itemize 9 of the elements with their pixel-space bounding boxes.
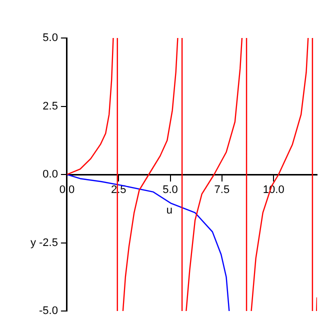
y-tick-label: -5.0 xyxy=(38,305,58,318)
y-axis-title: y xyxy=(30,236,36,249)
x-tick-label: 7.5 xyxy=(214,184,230,196)
x-axis-title: u xyxy=(166,204,173,217)
y-tick-label: 5.0 xyxy=(42,32,58,44)
y-tick-label: 0.0 xyxy=(42,168,58,181)
x-tick-label: 5.0 xyxy=(162,184,178,196)
y-tick-label: -2.5 xyxy=(38,236,58,249)
y-tick-label: 2.5 xyxy=(42,100,58,112)
